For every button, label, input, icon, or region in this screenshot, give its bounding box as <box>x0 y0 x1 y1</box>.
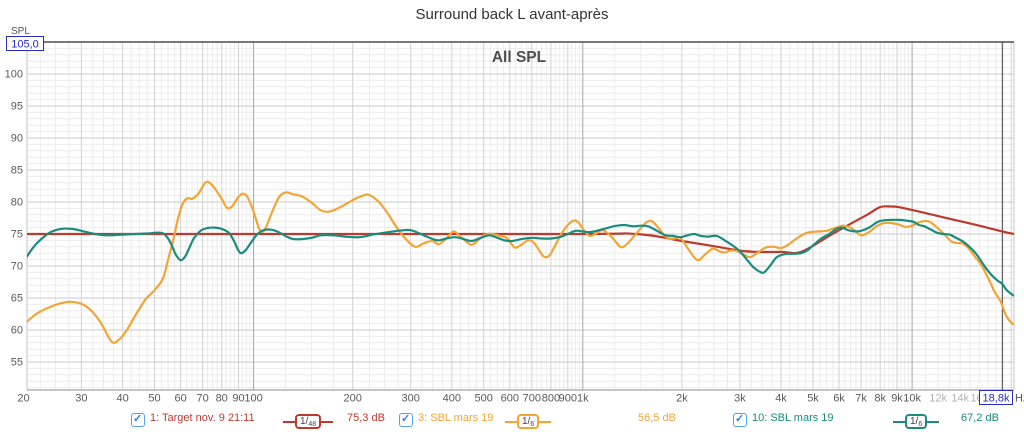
trace3-cursor-value: 67,2 dB <box>961 412 999 424</box>
trace3-smoothing-badge: 1/6 <box>893 414 940 429</box>
trace1-cursor-value: 75,3 dB <box>347 412 385 424</box>
x-tick-label: 6k <box>833 393 845 405</box>
x-tick-label: 90 <box>232 393 244 405</box>
x-tick-label: 80 <box>216 393 228 405</box>
x-tick-label: 20 <box>17 393 29 405</box>
trace-curve-3 <box>27 218 1014 297</box>
y-axis-title: SPL <box>11 26 30 37</box>
cursor-spl-readout-box <box>6 36 44 51</box>
x-tick-label: 200 <box>344 393 362 405</box>
plot-frame <box>26 41 1015 391</box>
y-tick-label: 90 <box>11 133 23 145</box>
x-tick-label: 800 <box>542 393 560 405</box>
chart-title: Surround back L avant-après <box>415 6 609 23</box>
cursor-freq-readout-box <box>979 390 1013 405</box>
trace-curve-1 <box>27 205 1014 255</box>
trace1-smoothing-badge: 1/48 <box>283 414 334 429</box>
x-tick-label: 50 <box>148 393 160 405</box>
y-tick-label: 75 <box>11 229 23 241</box>
x-tick-label: 700 <box>523 393 541 405</box>
y-tick-label: 70 <box>11 261 23 273</box>
x-tick-label: 100 <box>244 393 262 405</box>
x-tick-label: 500 <box>475 393 493 405</box>
x-tick-label: 900 <box>559 393 577 405</box>
trace-curve-2 <box>27 180 1014 344</box>
x-tick-label: 400 <box>443 393 461 405</box>
x-tick-label: 3k <box>734 393 746 405</box>
trace3-label[interactable]: 10: SBL mars 19 <box>752 412 834 424</box>
x-tick-label: 5k <box>807 393 819 405</box>
y-tick-label: 60 <box>11 325 23 337</box>
x-tick-label: 7k <box>855 393 867 405</box>
x-tick-label: 30 <box>75 393 87 405</box>
traces <box>27 180 1014 344</box>
x-tick-label: 70 <box>196 393 208 405</box>
grid <box>27 42 1014 390</box>
graph-inner-title: All SPL <box>492 49 546 66</box>
x-tick-label: 12k <box>929 393 947 405</box>
y-tick-label: 55 <box>11 357 23 369</box>
y-tick-label: 85 <box>11 165 23 177</box>
x-tick-label: 300 <box>402 393 420 405</box>
y-tick-label: 80 <box>11 197 23 209</box>
x-tick-label: 14k <box>951 393 969 405</box>
x-tick-label: 10k <box>903 393 921 405</box>
y-tick-label: 65 <box>11 293 23 305</box>
trace2-smoothing-badge: 1/6 <box>505 414 552 429</box>
y-tick-label: 95 <box>11 101 23 113</box>
x-tick-label: 40 <box>116 393 128 405</box>
x-axis-unit: Hz <box>1015 393 1024 405</box>
x-tick-label: 4k <box>775 393 787 405</box>
cursor-freq-readout: 18,8k <box>983 393 1010 405</box>
trace2-visibility-checkbox[interactable] <box>399 412 413 427</box>
trace1-visibility-checkbox[interactable] <box>131 412 145 427</box>
x-tick-label: 2k <box>676 393 688 405</box>
trace2-label[interactable]: 3: SBL mars 19 <box>418 412 494 424</box>
trace3-visibility-checkbox[interactable] <box>733 412 747 427</box>
x-tick-label: 60 <box>174 393 186 405</box>
cursor-spl-readout: 105,0 <box>11 39 39 51</box>
trace2-cursor-value: 56,5 dB <box>638 412 676 424</box>
x-tick-label: 600 <box>501 393 519 405</box>
x-tick-label: 8k <box>874 393 886 405</box>
trace1-label[interactable]: 1: Target nov. 9 21:11 <box>150 412 255 424</box>
y-tick-label: 100 <box>5 69 23 81</box>
x-tick-label: 1k <box>577 393 589 405</box>
x-tick-label: 9k <box>891 393 903 405</box>
